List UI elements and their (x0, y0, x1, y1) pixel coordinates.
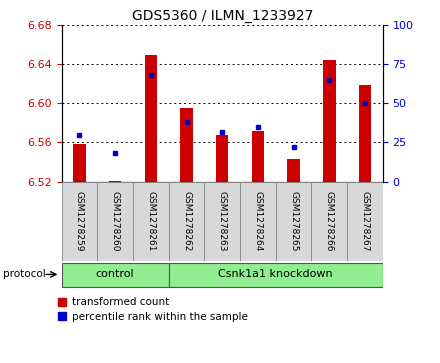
FancyBboxPatch shape (62, 263, 169, 287)
Text: GSM1278263: GSM1278263 (218, 191, 227, 252)
FancyBboxPatch shape (169, 182, 204, 261)
Legend: transformed count, percentile rank within the sample: transformed count, percentile rank withi… (58, 297, 247, 322)
FancyBboxPatch shape (62, 182, 97, 261)
Bar (216, 135, 228, 182)
FancyBboxPatch shape (204, 182, 240, 261)
Text: GSM1278264: GSM1278264 (253, 191, 262, 252)
Text: GSM1278262: GSM1278262 (182, 191, 191, 252)
Bar (252, 131, 264, 182)
FancyBboxPatch shape (133, 182, 169, 261)
Text: Csnk1a1 knockdown: Csnk1a1 knockdown (218, 269, 333, 280)
FancyBboxPatch shape (240, 182, 276, 261)
Bar (287, 159, 300, 182)
Bar (73, 144, 86, 182)
FancyBboxPatch shape (347, 182, 383, 261)
Text: protocol: protocol (3, 269, 46, 279)
Bar (180, 108, 193, 182)
Bar (109, 180, 121, 182)
Text: GSM1278259: GSM1278259 (75, 191, 84, 252)
Text: GSM1278260: GSM1278260 (110, 191, 120, 252)
Bar (145, 55, 157, 182)
Bar (323, 60, 336, 182)
Bar (359, 85, 371, 182)
Text: GSM1278265: GSM1278265 (289, 191, 298, 252)
Title: GDS5360 / ILMN_1233927: GDS5360 / ILMN_1233927 (132, 9, 313, 23)
FancyBboxPatch shape (97, 182, 133, 261)
Text: GSM1278267: GSM1278267 (360, 191, 370, 252)
Text: control: control (96, 269, 135, 280)
FancyBboxPatch shape (169, 263, 383, 287)
Text: GSM1278266: GSM1278266 (325, 191, 334, 252)
FancyBboxPatch shape (312, 182, 347, 261)
Text: GSM1278261: GSM1278261 (147, 191, 155, 252)
FancyBboxPatch shape (276, 182, 312, 261)
